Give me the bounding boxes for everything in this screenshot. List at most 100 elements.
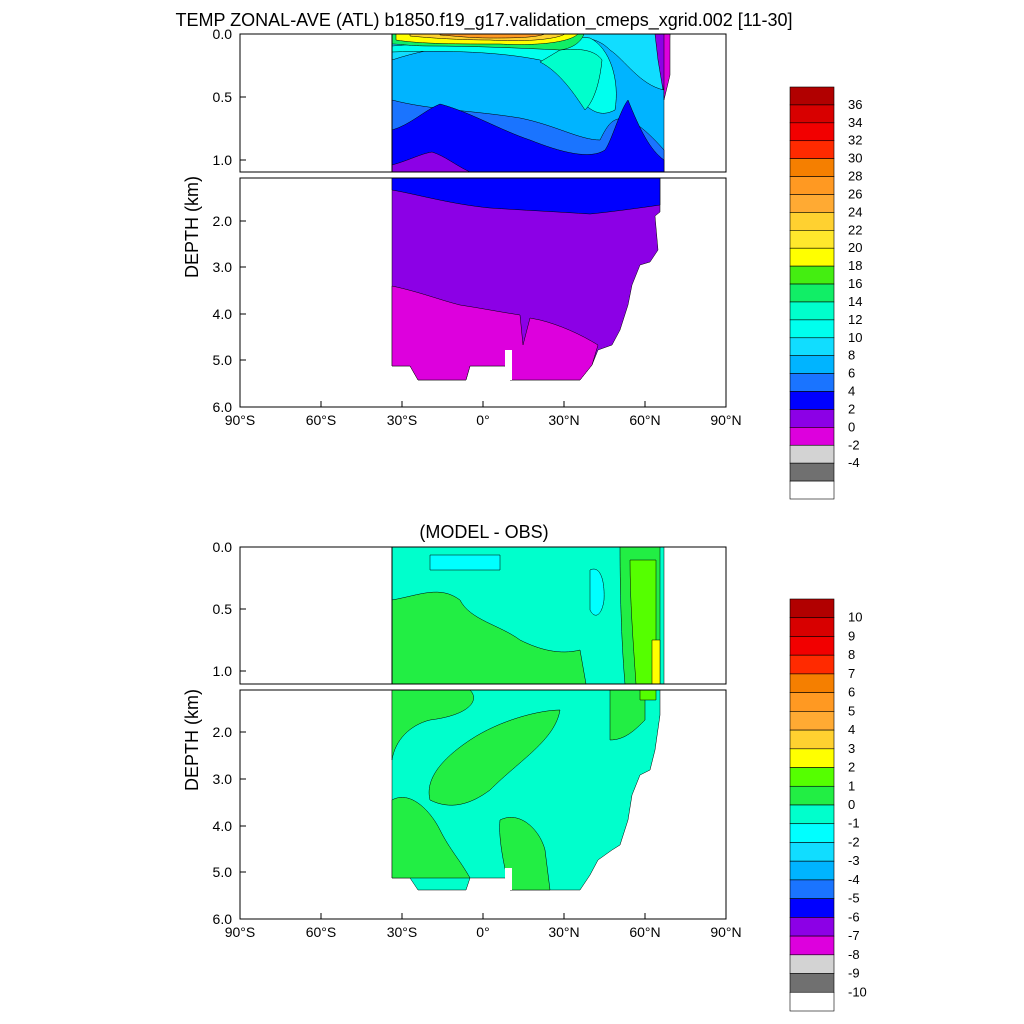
colorbar-swatch	[789, 823, 835, 843]
difference-panel: (MODEL - OBS) DEPTH (km) 90°S 60°S 30°S 0° 3…	[182, 522, 867, 1012]
colorbar-swatch	[789, 480, 835, 500]
y-tick-label: 0.0	[213, 539, 233, 555]
x-tick-label: 30°S	[387, 924, 418, 940]
colorbar-swatch	[789, 654, 835, 675]
colorbar-swatch	[789, 692, 835, 712]
colorbar-swatch	[789, 319, 835, 339]
colorbar-swatch	[789, 935, 835, 956]
upper-axes-box	[239, 33, 727, 173]
colorbar-swatch	[789, 860, 835, 881]
field-zero-d	[499, 817, 551, 891]
y-tick-label: 0.5	[213, 601, 233, 617]
field-arctic-coldest	[663, 33, 671, 101]
colorbar-label: -7	[848, 928, 860, 943]
field-zero-c	[391, 797, 471, 879]
colorbar-swatch	[789, 598, 835, 619]
colorbar-label: 0	[848, 419, 855, 434]
colorbar-swatch	[789, 729, 835, 750]
colorbar-swatch	[789, 636, 835, 656]
y-tick-label: 5.0	[213, 864, 233, 880]
colorbar-label: 16	[848, 276, 862, 291]
x-tick-label: 0°	[476, 924, 489, 940]
colorbar-swatch	[789, 427, 835, 446]
colorbar-label: -8	[848, 947, 860, 962]
field-6deg-lower	[391, 177, 661, 215]
colorbar-swatch	[789, 673, 835, 693]
field-4deg-upper	[391, 151, 471, 173]
y-axis-label: DEPTH (km)	[182, 689, 202, 791]
colorbar-swatch	[789, 617, 835, 637]
colorbar-swatch	[789, 842, 835, 862]
colorbar-label: 20	[848, 240, 862, 255]
colorbar-swatch	[789, 898, 835, 918]
colorbar-swatch	[789, 991, 835, 1012]
colorbar-swatch	[789, 355, 835, 374]
chart-title: TEMP ZONAL-AVE (ATL) b1850.f19_g17.valid…	[176, 10, 793, 31]
y-tick-label: 3.0	[213, 259, 233, 275]
x-tick-label: 0°	[476, 412, 489, 428]
colorbar-label: 6	[848, 685, 855, 700]
colorbar-label: 14	[848, 294, 862, 309]
x-tick-label: 30°N	[548, 924, 579, 940]
colorbar-swatch	[789, 462, 835, 482]
colorbar-label: 8	[848, 647, 855, 662]
y-axis-ticks: 0.0 0.5 1.0 2.0 3.0 4.0 5.0 6.0	[213, 26, 246, 415]
x-tick-label: 60°N	[629, 412, 660, 428]
upper-axes-box	[239, 546, 727, 685]
colorbar-label: 22	[848, 222, 862, 237]
colorbar-swatch	[789, 444, 835, 464]
colorbar-label: -5	[848, 891, 860, 906]
colorbar-swatch	[789, 212, 835, 231]
colorbar-label: 4	[848, 384, 855, 399]
colorbar-swatch	[789, 140, 835, 159]
colorbar-label: 28	[848, 169, 862, 184]
colorbar-label: 10	[848, 610, 862, 625]
colorbar-swatch	[789, 283, 835, 303]
colorbar-label: 2	[848, 401, 855, 416]
y-tick-label: 1.0	[213, 152, 233, 168]
colorbar-swatch	[789, 804, 835, 825]
colorbar-label: 24	[848, 204, 862, 219]
y-tick-label: 3.0	[213, 771, 233, 787]
y-axis-label: DEPTH (km)	[182, 176, 202, 278]
colorbar-swatch	[789, 785, 835, 806]
y-tick-label: 2.0	[213, 724, 233, 740]
colorbar-swatch	[789, 122, 835, 142]
colorbar-swatch	[789, 879, 835, 899]
field-zero-e	[609, 689, 646, 741]
colorbar-swatch	[789, 301, 835, 321]
colorbar-label: 4	[848, 722, 855, 737]
colorbar-swatch	[789, 265, 835, 285]
x-tick-label: 90°N	[710, 412, 741, 428]
colorbar-label: 26	[848, 186, 862, 201]
field-plus2	[651, 639, 661, 685]
lower-depth-fill	[391, 177, 661, 381]
field-plus1-lower	[639, 689, 657, 701]
chart-title: (MODEL - OBS)	[419, 522, 548, 542]
colorbar-swatch	[789, 954, 835, 974]
colorbar-label: 0	[848, 797, 855, 812]
field-26deg	[439, 33, 546, 39]
y-tick-label: 2.0	[213, 213, 233, 229]
colorbar-label: 3	[848, 741, 855, 756]
colorbar-label: -9	[848, 966, 860, 981]
colorbar-swatch	[789, 194, 835, 213]
y-tick-label: 6.0	[213, 399, 233, 415]
x-tick-label: 60°N	[629, 924, 660, 940]
colorbar-label: 7	[848, 666, 855, 681]
field-2deg-bottom	[391, 285, 599, 381]
upper-depth-fill	[391, 33, 671, 173]
field-minus2b	[429, 554, 501, 571]
colorbar-label: 9	[848, 628, 855, 643]
colorbar-label: 10	[848, 330, 862, 345]
colorbar-swatch	[789, 230, 835, 249]
y-tick-label: 5.0	[213, 352, 233, 368]
x-tick-label: 90°N	[710, 924, 741, 940]
colorbar-swatch	[789, 748, 835, 768]
x-tick-label: 30°S	[387, 412, 418, 428]
colorbar-swatch	[789, 247, 835, 267]
y-tick-label: 4.0	[213, 818, 233, 834]
colorbar-label: -2	[848, 834, 860, 849]
